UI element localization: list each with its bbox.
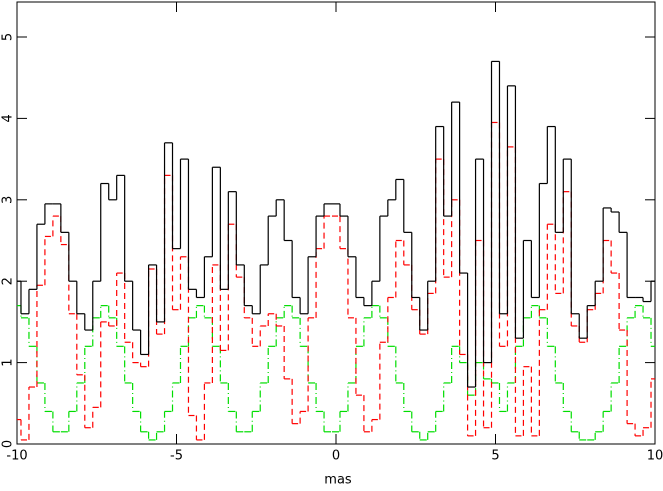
y-tick-label: 5	[1, 33, 16, 41]
x-tick-label: -10	[6, 449, 27, 464]
x-tick-label: 0	[332, 449, 340, 464]
x-tick-label: 5	[491, 449, 499, 464]
x-tick-label: -5	[170, 449, 183, 464]
step-connector	[20, 61, 652, 388]
plot-frame	[16, 1, 656, 445]
y-tick-label: 0	[1, 440, 16, 448]
y-tick-label: 4	[1, 114, 16, 122]
x-axis-label: mas	[324, 473, 352, 488]
y-tick-label: 2	[1, 277, 16, 285]
y-tick-label: 3	[1, 196, 16, 204]
y-tick-label: 1	[1, 358, 16, 366]
x-tick-label: 10	[647, 449, 663, 464]
step-connector	[20, 122, 652, 440]
step-connector	[20, 305, 652, 440]
